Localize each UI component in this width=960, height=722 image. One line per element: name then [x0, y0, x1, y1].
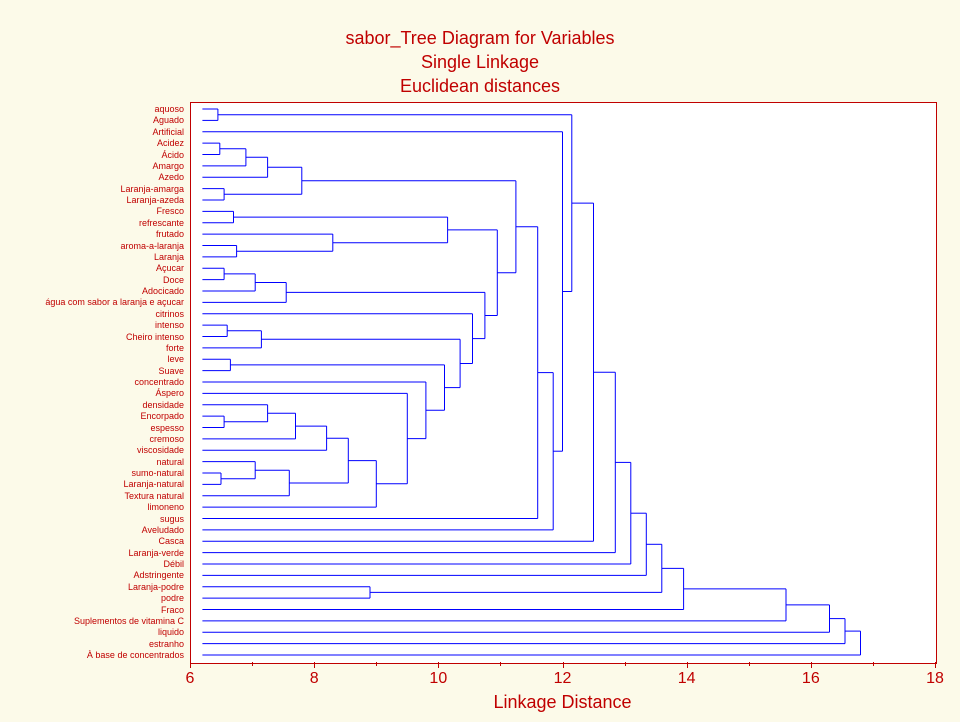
x-tick — [563, 662, 564, 668]
x-tick-label: 14 — [678, 670, 696, 688]
x-tick-minor — [625, 662, 626, 666]
y-label: liquido — [158, 627, 184, 637]
y-label: Açucar — [156, 263, 184, 273]
x-tick-label: 6 — [186, 670, 195, 688]
x-tick-minor — [252, 662, 253, 666]
y-label: Suave — [158, 366, 184, 376]
y-label: Casca — [158, 536, 184, 546]
x-tick — [314, 662, 315, 668]
y-label: Aveludado — [142, 525, 184, 535]
y-label: Adstringente — [133, 570, 184, 580]
y-label: Encorpado — [140, 411, 184, 421]
y-label: estranho — [149, 639, 184, 649]
x-tick-label: 8 — [310, 670, 319, 688]
x-tick-label: 10 — [429, 670, 447, 688]
y-label: cremoso — [149, 434, 184, 444]
y-label: Fraco — [161, 605, 184, 615]
y-label: natural — [156, 457, 184, 467]
y-label: Fresco — [156, 206, 184, 216]
y-label: espesso — [150, 423, 184, 433]
y-label: Cheiro intenso — [126, 332, 184, 342]
y-label: Acidez — [157, 138, 184, 148]
y-label: Adocicado — [142, 286, 184, 296]
y-label: À base de concentrados — [87, 650, 184, 660]
y-label: Laranja-podre — [128, 582, 184, 592]
y-label: citrinos — [155, 309, 184, 319]
y-label: Débil — [163, 559, 184, 569]
x-tick-minor — [749, 662, 750, 666]
x-tick — [687, 662, 688, 668]
x-tick — [811, 662, 812, 668]
y-label: Textura natural — [124, 491, 184, 501]
y-label: Azedo — [158, 172, 184, 182]
x-tick-minor — [376, 662, 377, 666]
y-label: água com sabor a laranja e açucar — [45, 297, 184, 307]
y-label: limoneno — [147, 502, 184, 512]
y-label: intenso — [155, 320, 184, 330]
x-tick-minor — [500, 662, 501, 666]
y-label: leve — [167, 354, 184, 364]
y-label: sugus — [160, 514, 184, 524]
y-label: viscosidade — [137, 445, 184, 455]
y-label: Laranja-azeda — [126, 195, 184, 205]
y-label: Doce — [163, 275, 184, 285]
y-label: forte — [166, 343, 184, 353]
y-label: Laranja — [154, 252, 184, 262]
x-tick-label: 16 — [802, 670, 820, 688]
y-label: Áspero — [155, 388, 184, 398]
x-tick-minor — [873, 662, 874, 666]
y-label: Suplementos de vitamina C — [74, 616, 184, 626]
y-label: Amargo — [152, 161, 184, 171]
x-tick — [935, 662, 936, 668]
y-label: Artificial — [152, 127, 184, 137]
y-label: sumo-natural — [131, 468, 184, 478]
y-label: frutado — [156, 229, 184, 239]
y-label: Laranja-verde — [128, 548, 184, 558]
x-tick — [438, 662, 439, 668]
y-label: concentrado — [134, 377, 184, 387]
y-label: densidade — [142, 400, 184, 410]
y-label: Ácido — [161, 150, 184, 160]
y-label: Laranja-amarga — [120, 184, 184, 194]
y-label: aquoso — [154, 104, 184, 114]
y-label: refrescante — [139, 218, 184, 228]
x-axis-title: Linkage Distance — [83, 692, 960, 713]
y-label: Laranja-natural — [123, 479, 184, 489]
x-tick-label: 12 — [554, 670, 572, 688]
x-tick — [190, 662, 191, 668]
y-label: Aguado — [153, 115, 184, 125]
dendrogram — [0, 0, 960, 722]
y-label: podre — [161, 593, 184, 603]
x-tick-label: 18 — [926, 670, 944, 688]
y-label: aroma-a-laranja — [120, 241, 184, 251]
